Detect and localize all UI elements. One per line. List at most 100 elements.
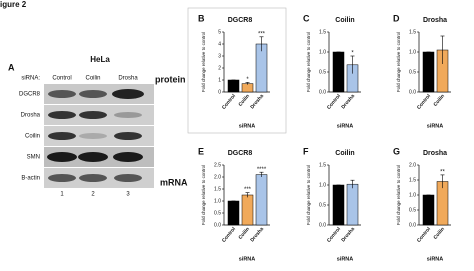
x-tick-label: Coilin (433, 93, 447, 107)
bar (255, 174, 268, 226)
blot (44, 84, 154, 188)
y-tick-label: 1.0 (409, 49, 416, 55)
x-tick-label: Control (416, 93, 432, 111)
y-tick-label: 0.5 (214, 210, 221, 216)
y-tick-label: 1.0 (319, 49, 326, 55)
significance: *** (258, 31, 266, 37)
y-axis-label: Fold change relative to control (201, 165, 206, 225)
chart-title: DGCR8 (228, 150, 253, 157)
y-tick-label: 1.0 (409, 192, 416, 198)
panel-letter: C (303, 13, 310, 23)
significance: **** (257, 167, 267, 173)
y-tick-label: 0.0 (214, 222, 221, 228)
protein-label: B-actin (21, 176, 40, 182)
lane-number: 2 (91, 192, 95, 198)
lane-label: Drosha (118, 76, 138, 82)
x-axis-label: siRNA (239, 123, 256, 129)
protein-label: Drosha (21, 113, 41, 119)
y-tick-label: 1.0 (214, 198, 221, 204)
x-axis-label: siRNA (337, 123, 354, 129)
panel-letter: G (393, 146, 400, 156)
x-tick-label: Control (326, 93, 342, 111)
x-axis-label: siRNA (427, 123, 444, 129)
bar (346, 183, 359, 226)
x-tick-label: Drosha (249, 226, 265, 243)
x-tick-label: Coilin (433, 226, 447, 240)
protein-label: Coilin (25, 134, 40, 140)
chart-title: Coilin (335, 150, 354, 157)
x-tick-label: Drosha (340, 93, 356, 110)
lane-label: Coilin (85, 76, 100, 82)
y-tick-label: 0.0 (409, 89, 416, 95)
sirna-label: siRNA: (21, 76, 40, 82)
y-axis-label: Fold change relative to control (306, 32, 311, 92)
y-tick-label: 2.0 (214, 174, 221, 180)
y-tick-label: 4 (218, 41, 221, 47)
bar (422, 194, 435, 226)
significance: * (351, 51, 354, 57)
protein-label: SMN (27, 155, 40, 161)
cell-line: HeLa (90, 55, 110, 64)
y-axis-label: Fold change relative to control (306, 165, 311, 225)
y-tick-label: 5 (218, 29, 221, 35)
figure-label: igure 2 (0, 0, 27, 9)
y-axis-label: Fold change relative to control (396, 165, 401, 225)
lane-label: Control (52, 76, 71, 82)
y-axis-label: Fold change relative to control (201, 32, 206, 92)
significance: ** (440, 169, 445, 175)
chart-title: DGCR8 (228, 17, 253, 24)
y-tick-label: 0.0 (319, 89, 326, 95)
bar (227, 79, 240, 93)
bar (241, 194, 254, 226)
y-tick-label: 1.5 (214, 186, 221, 192)
y-tick-label: 1.5 (409, 177, 416, 183)
y-tick-label: 2.5 (214, 162, 221, 168)
y-tick-label: 0.0 (319, 222, 326, 228)
x-tick-label: Control (416, 226, 432, 244)
y-tick-label: 0.5 (319, 202, 326, 208)
panel-letter: B (198, 13, 205, 23)
bar (332, 51, 345, 93)
chart-title: Drosha (423, 150, 447, 157)
y-tick-label: 1.5 (319, 29, 326, 35)
chart-title: Drosha (423, 17, 447, 24)
x-axis-label: siRNA (239, 256, 256, 262)
row-label: mRNA (160, 177, 188, 187)
x-tick-label: Control (221, 226, 237, 244)
panel-letter: F (303, 146, 309, 156)
y-tick-label: 0.5 (319, 69, 326, 75)
protein-label: DGCR8 (19, 92, 41, 98)
x-tick-label: Drosha (340, 226, 356, 243)
panel-letter: D (393, 13, 400, 23)
y-tick-label: 1.5 (409, 29, 416, 35)
lane-number: 3 (126, 192, 130, 198)
bar (227, 200, 240, 226)
x-tick-label: Drosha (249, 93, 265, 110)
bar (422, 51, 435, 93)
panel-frame (187, 7, 287, 134)
chart-title: Coilin (335, 17, 354, 24)
y-tick-label: 1 (218, 77, 221, 83)
x-tick-label: Control (221, 93, 237, 111)
x-axis-label: siRNA (427, 256, 444, 262)
y-tick-label: 0 (218, 89, 221, 95)
significance: * (246, 77, 249, 83)
row-label: protein (155, 74, 186, 84)
y-tick-label: 0.5 (409, 69, 416, 75)
lane-number: 1 (60, 192, 64, 198)
panel-letter: A (8, 62, 15, 72)
y-tick-label: 0.5 (409, 207, 416, 213)
y-tick-label: 0.0 (409, 222, 416, 228)
y-tick-label: 3 (218, 53, 221, 59)
bar (332, 184, 345, 226)
significance: *** (244, 187, 252, 193)
y-tick-label: 1.5 (319, 162, 326, 168)
panel-letter: E (198, 146, 204, 156)
y-tick-label: 1.0 (319, 182, 326, 188)
x-tick-label: Control (326, 226, 342, 244)
y-axis-label: Fold change relative to control (396, 32, 401, 92)
x-axis-label: siRNA (337, 256, 354, 262)
bar (241, 83, 254, 93)
y-tick-label: 2 (218, 65, 221, 71)
